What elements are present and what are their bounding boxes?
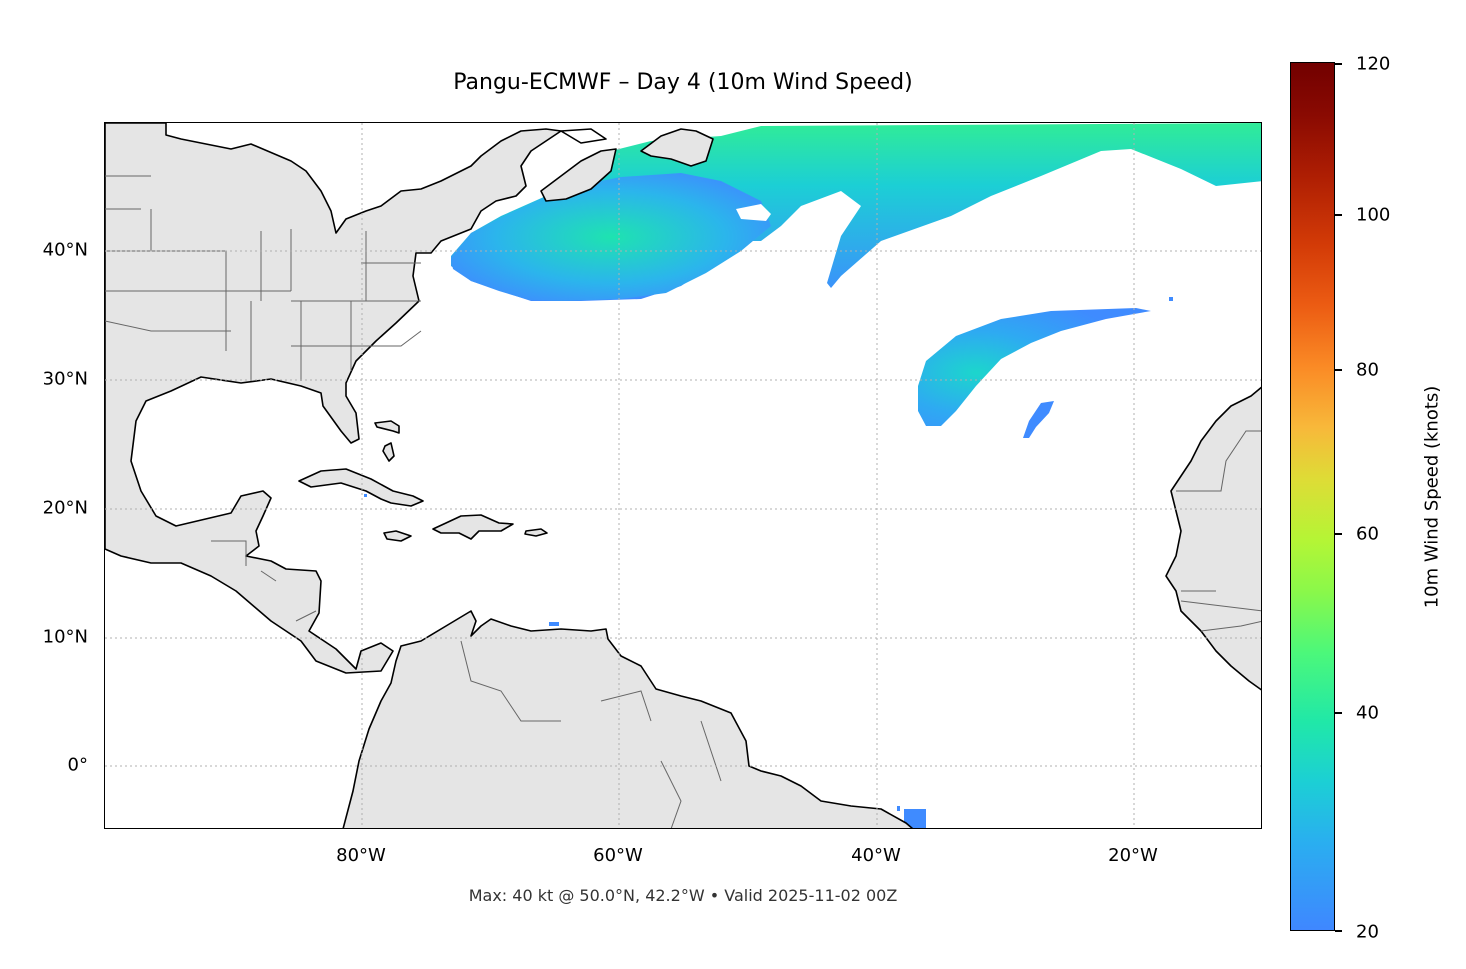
x-tick-label-20w: 20°W	[1108, 845, 1158, 866]
y-tick-label-40n: 40°N	[42, 239, 88, 261]
borders-layer	[105, 175, 1261, 828]
colorbar-label-100: 100	[1356, 204, 1391, 226]
colorbar-tick	[1335, 214, 1342, 216]
gridlines	[105, 123, 1261, 828]
colorbar-tick	[1335, 533, 1342, 535]
colorbar-title: 10m Wind Speed (knots)	[1421, 385, 1443, 609]
colorbar-label-20: 20	[1356, 921, 1379, 943]
y-tick-label-30n: 30°N	[42, 368, 88, 390]
map-canvas	[105, 123, 1261, 828]
colorbar-label-120: 120	[1356, 53, 1391, 75]
x-tick-label-60w: 60°W	[593, 845, 643, 866]
y-tick-label-20n: 20°N	[42, 497, 88, 519]
colorbar	[1290, 62, 1335, 931]
colorbar-tick	[1335, 63, 1342, 65]
x-tick-label-80w: 80°W	[336, 845, 386, 866]
x-tick-label-40w: 40°W	[851, 845, 901, 866]
chart-title: Pangu-ECMWF – Day 4 (10m Wind Speed)	[453, 70, 913, 95]
map-plot-area	[104, 122, 1262, 829]
land-layer	[105, 123, 1261, 828]
colorbar-label-60: 60	[1356, 523, 1379, 545]
colorbar-tick	[1335, 369, 1342, 371]
y-tick-label-0: 0°	[67, 754, 88, 776]
y-tick-label-10n: 10°N	[42, 626, 88, 648]
colorbar-tick	[1335, 712, 1342, 714]
wind-field-layer	[364, 123, 1261, 828]
colorbar-label-80: 80	[1356, 359, 1379, 381]
colorbar-tick	[1335, 930, 1342, 932]
colorbar-label-40: 40	[1356, 702, 1379, 724]
max-wind-caption: Max: 40 kt @ 50.0°N, 42.2°W • Valid 2025…	[468, 886, 898, 905]
